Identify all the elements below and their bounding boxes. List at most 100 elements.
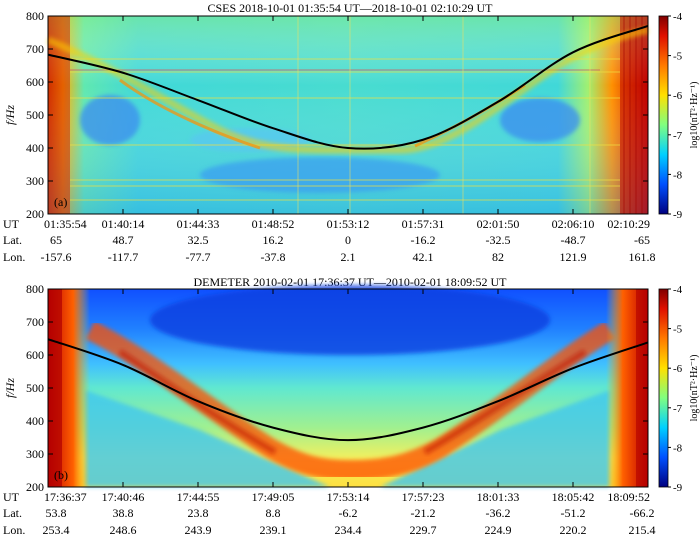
panel-b-x-axis: UT 17:36:37 17:40:46 17:44:55 17:49:05 17:53:…	[3, 289, 656, 537]
panel-a-colorbar-tick-label: -4	[673, 11, 683, 23]
panel-b-x-tick-label: 17:36:37	[44, 490, 87, 504]
panel-b-y-tick-label: 500	[26, 381, 44, 395]
panel-b-x-tick-label: 215.4	[629, 523, 656, 537]
panel-a-title: CSES 2018-10-01 01:35:54 UT—2018-10-01 0…	[208, 1, 494, 15]
panel-b-x-tick-label: 248.6	[110, 523, 137, 537]
panel-a-y-axis: 200 300 400 500 600 700 800	[26, 9, 648, 221]
panel-a-x-tick-label: 2.1	[341, 250, 356, 264]
panel-a-x-tick-label: -16.2	[411, 233, 436, 247]
panel-b-x-tick-label: 18:09:52	[607, 490, 650, 504]
panel-a-x-tick-label: 48.7	[113, 233, 134, 247]
panel-b-x-tick-label: 18:05:42	[552, 490, 595, 504]
panel-b-x-tick-label: 17:40:46	[102, 490, 145, 504]
panel-a-row-label: UT	[3, 217, 20, 231]
panel-a-x-tick-label: 01:53:12	[327, 217, 370, 231]
panel-a-label: (a)	[54, 195, 67, 209]
panel-b-y-axis: 200 300 400 500 600 700 800	[26, 282, 648, 494]
panel-b-y-tick-label: 800	[26, 282, 44, 296]
panel-b-row-label: Lat.	[3, 506, 22, 520]
panel-b-y-label: f/Hz	[3, 378, 17, 398]
panel-a-curve-line	[47, 24, 649, 150]
panel-a-curve	[47, 24, 649, 150]
panel-b-x-tick-label: -66.2	[630, 506, 655, 520]
panel-b-x-tick-label: 224.9	[485, 523, 512, 537]
panel-a-colorbar-tick-label: -7	[673, 130, 683, 142]
panel-a-y-tick-label: 300	[26, 174, 44, 188]
panel-a-x-tick-label: 16.2	[263, 233, 284, 247]
panel-a-x-tick-label: 42.1	[413, 250, 434, 264]
panel-a-y-tick-label: 400	[26, 141, 44, 155]
panel-a-colorbar-tick-label: -5	[673, 51, 683, 63]
panel-a-x-tick-label: -37.8	[261, 250, 286, 264]
panel-b-colorbar-tick-label: -4	[673, 284, 683, 296]
panel-b-spectrogram	[48, 285, 648, 487]
panel-b-colorbar-tick-label: -6	[673, 363, 683, 375]
panel-a-x-tick-label: 02:10:29	[607, 217, 650, 231]
panel-a-colorbar-label: log10(nT²·Hz⁻¹)	[689, 82, 700, 149]
panel-b-curve	[47, 338, 649, 442]
panel-b-row-label: Lon.	[3, 523, 25, 537]
panel-a-colorbar-ticks: -4 -5 -6 -7 -8 -9	[668, 11, 683, 221]
panel-b-x-tick-label: 243.9	[185, 523, 212, 537]
panel-a-x-tick-label: 161.8	[629, 250, 656, 264]
panel-a-x-tick-label: -117.7	[108, 250, 139, 264]
panel-b-curve-line	[47, 338, 649, 442]
panel-a-x-tick-label: -48.7	[561, 233, 586, 247]
panel-b-colorbar-tick-label: -9	[673, 482, 683, 494]
panel-b-x-tick-label: -6.2	[339, 506, 358, 520]
panel-a-row-label: Lat.	[3, 233, 22, 247]
panel-b-title: DEMETER 2010-02-01 17:36:37 UT—2010-02-0…	[194, 275, 508, 289]
panel-b-x-tick-label: 38.8	[113, 506, 134, 520]
panel-a-x-tick-label: 65	[50, 233, 62, 247]
panel-a-x-tick-label: -32.5	[486, 233, 511, 247]
panel-b-x-tick-label: 53.8	[46, 506, 67, 520]
panel-b-x-tick-label: 220.2	[560, 523, 587, 537]
panel-a-y-tick-label: 700	[26, 42, 44, 56]
panel-a-y-tick-label: 500	[26, 108, 44, 122]
panel-b-colorbar-tick-label: -5	[673, 324, 683, 336]
panel-b-x-tick-label: 229.7	[410, 523, 437, 537]
panel-b-x-tick-label: -51.2	[561, 506, 586, 520]
panel-b-colorbar: -4 -5 -6 -7 -8 -9 log10(nT²·Hz⁻¹)	[658, 284, 700, 494]
panel-a-colorbar: -4 -5 -6 -7 -8 -9 log10(nT²·Hz⁻¹)	[658, 11, 700, 221]
panel-b-x-tick-label: 23.8	[188, 506, 209, 520]
panel-a-x-tick-label: -65	[634, 233, 650, 247]
panel-b-row-label: UT	[3, 490, 20, 504]
panel-b-x-tick-label: 253.4	[43, 523, 70, 537]
panel-a-x-tick-label: 32.5	[188, 233, 209, 247]
panel-b-colorbar-tick-label: -7	[673, 403, 683, 415]
panel-b-x-tick-label: 18:01:33	[477, 490, 520, 504]
panel-a-x-tick-label: 0	[345, 233, 351, 247]
panel-b-x-tick-label: -21.2	[411, 506, 436, 520]
panel-b-y-tick-label: 700	[26, 315, 44, 329]
panel-b-colorbar-label: log10(nT²·Hz⁻¹)	[689, 355, 700, 422]
panel-a-spectrogram	[46, 16, 649, 214]
panel-a-colorbar-tick-label: -6	[673, 90, 683, 102]
panel-b-colorbar-ticks: -4 -5 -6 -7 -8 -9	[668, 284, 683, 494]
panel-b-x-tick-label: -36.2	[486, 506, 511, 520]
panel-a-x-tick-label: 01:48:52	[252, 217, 295, 231]
panel-a: CSES 2018-10-01 01:35:54 UT—2018-10-01 0…	[3, 1, 700, 264]
panel-b-x-tick-label: 234.4	[335, 523, 362, 537]
panel-a-x-tick-label: -157.6	[41, 250, 72, 264]
panel-a-x-tick-label: 82	[492, 250, 504, 264]
panel-a-x-tick-label: 01:57:31	[402, 217, 445, 231]
panel-a-y-tick-label: 200	[26, 207, 44, 221]
panel-b-y-tick-label: 200	[26, 480, 44, 494]
panel-b-y-tick-label: 400	[26, 414, 44, 428]
panel-a-x-tick-label: -77.7	[186, 250, 211, 264]
panel-b-y-tick-label: 300	[26, 447, 44, 461]
panel-b-x-tick-label: 239.1	[260, 523, 287, 537]
panel-b-label: (b)	[54, 468, 68, 482]
panel-a-x-tick-label: 01:44:33	[177, 217, 220, 231]
panel-b: DEMETER 2010-02-01 17:36:37 UT—2010-02-0…	[3, 275, 700, 537]
panel-a-y-tick-label: 800	[26, 9, 44, 23]
panel-a-x-axis: UT 01:35:54 01:40:14 01:44:33 01:48:52 01:53:…	[3, 16, 656, 264]
panel-a-colorbar-tick-label: -9	[673, 209, 683, 221]
panel-b-x-tick-label: 17:49:05	[252, 490, 295, 504]
panel-b-x-tick-label: 17:53:14	[327, 490, 370, 504]
panel-b-x-tick-label: 17:57:23	[402, 490, 445, 504]
panel-b-x-tick-label: 17:44:55	[177, 490, 220, 504]
panel-a-y-tick-label: 600	[26, 75, 44, 89]
